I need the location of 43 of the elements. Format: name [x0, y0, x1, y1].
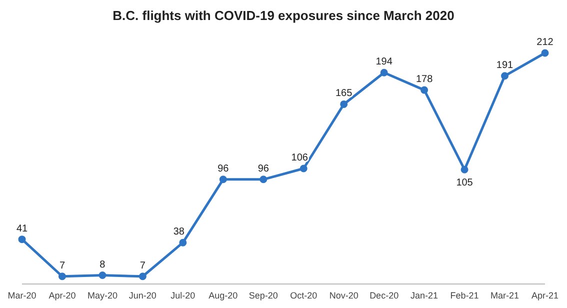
x-tick-label: May-20	[87, 290, 118, 300]
data-label: 7	[140, 260, 146, 272]
data-label: 178	[416, 74, 434, 86]
x-tick-label: Jun-20	[128, 290, 156, 300]
data-label: 194	[376, 56, 393, 68]
point	[541, 49, 549, 57]
data-label: 8	[100, 259, 106, 270]
point	[380, 68, 388, 76]
point	[300, 164, 308, 172]
x-tick-label: Jan-21	[410, 290, 438, 300]
x-tick-label: Feb-21	[450, 290, 479, 300]
data-label: 7	[59, 260, 66, 272]
data-label: 212	[536, 37, 554, 48]
data-label: 38	[173, 226, 185, 238]
point	[58, 272, 66, 280]
data-label: 96	[218, 163, 230, 174]
point	[420, 86, 428, 94]
x-tick-label: Nov-20	[329, 290, 358, 300]
data-label: 105	[456, 178, 474, 189]
point	[460, 166, 468, 174]
point	[219, 176, 227, 184]
x-tick-label: Apr-21	[531, 290, 559, 300]
chart-title: B.C. flights with COVID-19 exposures since March 2020	[112, 8, 456, 23]
data-label: 191	[496, 60, 514, 71]
point	[138, 272, 146, 280]
x-tick-label: Oct-20	[290, 290, 318, 300]
point	[18, 236, 26, 244]
x-tick-label: Sep-20	[248, 290, 278, 300]
data-label: 96	[258, 163, 270, 174]
data-label: 165	[336, 88, 353, 100]
data-label: 106	[291, 152, 308, 164]
data-label: 41	[16, 223, 28, 234]
x-tick-label: Mar-21	[490, 290, 520, 300]
x-tick-label: Apr-20	[48, 290, 76, 300]
point	[179, 238, 187, 246]
x-tick-label: Mar-20	[8, 290, 36, 300]
x-tick-label: Jul-20	[170, 290, 196, 300]
point	[98, 272, 106, 280]
point	[260, 176, 268, 184]
point	[340, 100, 348, 108]
point	[501, 72, 509, 80]
x-tick-label: Aug-20	[208, 290, 238, 300]
x-tick-label: Dec-20	[370, 290, 399, 300]
